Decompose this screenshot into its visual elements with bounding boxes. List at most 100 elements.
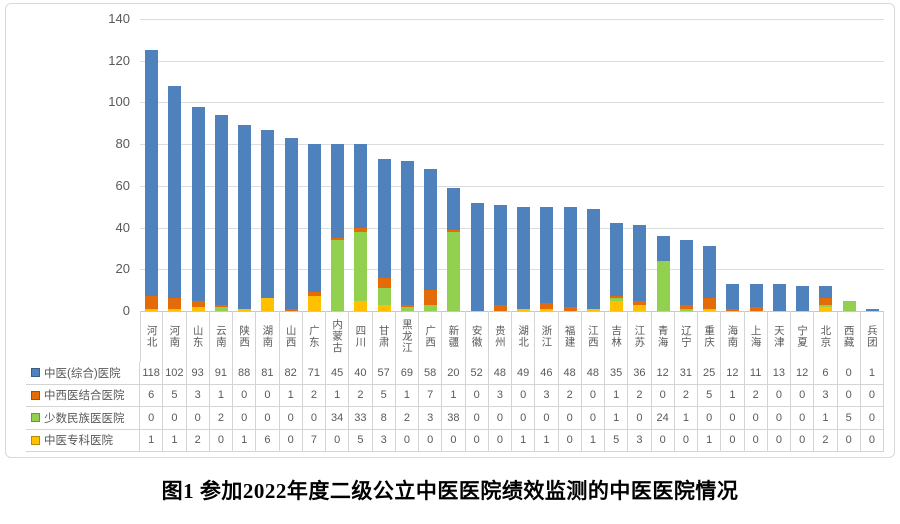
bar-segment	[191, 306, 205, 311]
bar-segment	[633, 225, 647, 301]
x-axis-line	[140, 311, 884, 312]
table-value-cell: 3	[419, 407, 443, 430]
bar-segment	[145, 50, 159, 297]
table-value-cell: 20	[442, 362, 466, 385]
bar-segment	[284, 137, 298, 309]
table-value-cell: 6	[256, 429, 280, 452]
bar-segment	[168, 308, 182, 311]
y-axis-tick-label: 40	[115, 219, 130, 235]
table-value-cell: 0	[651, 429, 675, 452]
bar-segment	[540, 206, 554, 303]
x-axis-category-cell: 天津	[768, 311, 791, 362]
bar-segment	[470, 202, 484, 311]
x-axis-category-label: 甘肃	[377, 325, 390, 348]
x-axis-category-cell: 河北	[140, 311, 164, 362]
table-value-cell: 5	[837, 407, 861, 430]
table-value-cell: 1	[698, 429, 722, 452]
table-value-cell: 0	[860, 407, 884, 430]
table-value-cell: 5	[605, 429, 629, 452]
table-value-cell: 2	[302, 384, 326, 407]
x-axis-category-cell: 河南	[163, 311, 187, 362]
bar-segment	[331, 240, 345, 311]
table-value-cell: 1	[605, 407, 629, 430]
table-value-cell: 93	[186, 362, 210, 385]
bar-segment	[586, 208, 600, 309]
x-axis-category-cell: 贵州	[489, 311, 512, 362]
x-axis-category-cell: 甘肃	[373, 311, 396, 362]
table-value-cell: 5	[372, 384, 396, 407]
table-value-cell: 58	[419, 362, 443, 385]
table-value-cell: 5	[163, 384, 187, 407]
table-value-cell: 0	[535, 407, 559, 430]
legend-series-label: 中医(综合)医院	[44, 367, 121, 380]
x-axis-category-label: 辽宁	[679, 325, 692, 348]
x-axis-category-label: 四川	[354, 325, 367, 348]
x-axis-category-cell: 兵团	[861, 311, 884, 362]
x-axis-category-label: 河北	[145, 325, 158, 348]
table-value-cell: 0	[651, 384, 675, 407]
table-value-cell: 0	[233, 407, 257, 430]
table-value-cell: 0	[465, 384, 489, 407]
x-axis-category-cell: 宁夏	[791, 311, 815, 362]
table-value-cell: 57	[372, 362, 396, 385]
gridline	[140, 144, 884, 146]
table-value-cell: 48	[488, 362, 512, 385]
table-value-cell: 48	[558, 362, 582, 385]
bar-segment	[610, 298, 624, 301]
table-value-cell: 88	[233, 362, 257, 385]
bar-segment	[377, 158, 391, 278]
table-value-cell: 0	[488, 407, 512, 430]
x-axis-category-label: 浙江	[540, 325, 553, 348]
bar-segment	[424, 304, 438, 311]
table-value-cell: 0	[860, 384, 884, 407]
table-value-cell: 2	[349, 384, 373, 407]
bar-segment	[610, 223, 624, 297]
x-axis-category-label: 山东	[191, 325, 204, 348]
table-value-cell: 118	[140, 362, 164, 385]
table-value-cell: 6	[814, 362, 838, 385]
bar-segment	[679, 304, 693, 309]
x-axis-category-cell: 新疆	[442, 311, 466, 362]
table-value-cell: 13	[767, 362, 791, 385]
bar-segment	[354, 231, 368, 301]
bar-segment	[307, 144, 321, 293]
table-value-cell: 38	[442, 407, 466, 430]
x-axis-category-cell: 辽宁	[675, 311, 698, 362]
bar-segment	[656, 260, 670, 311]
table-value-cell: 8	[372, 407, 396, 430]
bar-segment	[493, 304, 507, 311]
bar-segment	[563, 206, 577, 307]
bar-segment	[819, 306, 833, 311]
x-axis-category-label: 河南	[168, 325, 181, 348]
legend-series-label: 中医专科医院	[44, 435, 113, 448]
table-value-cell: 49	[512, 362, 536, 385]
table-value-cell: 1	[674, 407, 698, 430]
table-value-cell: 45	[326, 362, 350, 385]
table-value-cell: 0	[721, 407, 745, 430]
x-axis-category-label: 江西	[586, 325, 599, 348]
table-value-cell: 1	[860, 362, 884, 385]
y-axis-tick-label: 20	[115, 261, 130, 277]
table-value-cell: 11	[744, 362, 768, 385]
bar-segment	[679, 308, 693, 311]
x-axis-category-cell: 内蒙古	[326, 311, 350, 362]
table-value-cell: 0	[628, 407, 652, 430]
table-value-cell: 1	[140, 429, 164, 452]
table-value-cell: 12	[721, 362, 745, 385]
table-value-cell: 0	[140, 407, 164, 430]
bar-segment	[633, 300, 647, 305]
bar-segment	[238, 308, 252, 311]
legend-cell: 中西医结合医院	[26, 384, 140, 407]
table-value-cell: 1	[442, 384, 466, 407]
table-value-cell: 3	[186, 384, 210, 407]
table-value-cell: 0	[163, 407, 187, 430]
table-value-cell: 0	[419, 429, 443, 452]
table-value-cell: 0	[395, 429, 419, 452]
table-value-cell: 69	[395, 362, 419, 385]
x-axis-category-cell: 山西	[280, 311, 303, 362]
legend-color-swatch-icon	[31, 435, 40, 445]
bar-segment	[168, 298, 182, 309]
bar-segment	[819, 298, 833, 305]
table-value-cell: 0	[791, 407, 815, 430]
